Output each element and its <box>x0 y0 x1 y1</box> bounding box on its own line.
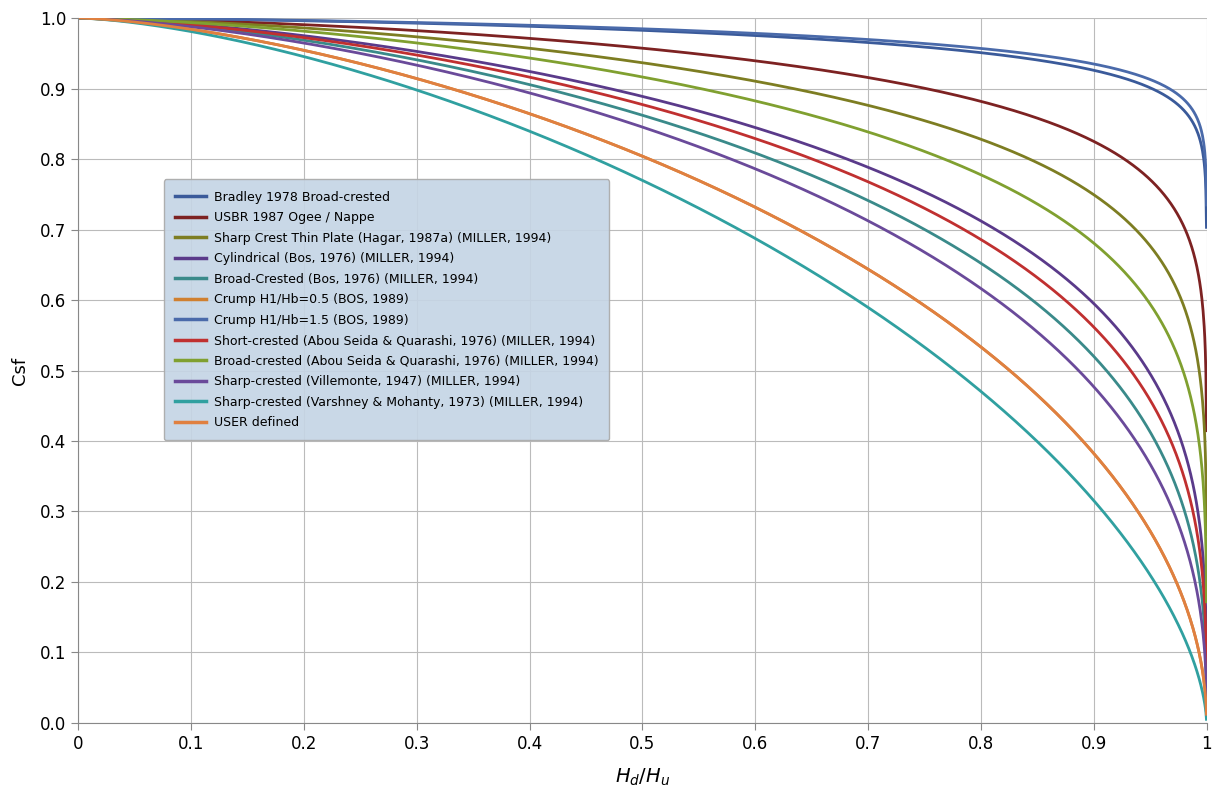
Legend: Bradley 1978 Broad-crested, USBR 1987 Ogee / Nappe, Sharp Crest Thin Plate (Haga: Bradley 1978 Broad-crested, USBR 1987 Og… <box>164 180 609 440</box>
X-axis label: $H_d/H_u$: $H_d/H_u$ <box>615 766 670 788</box>
Y-axis label: Csf: Csf <box>11 356 29 384</box>
